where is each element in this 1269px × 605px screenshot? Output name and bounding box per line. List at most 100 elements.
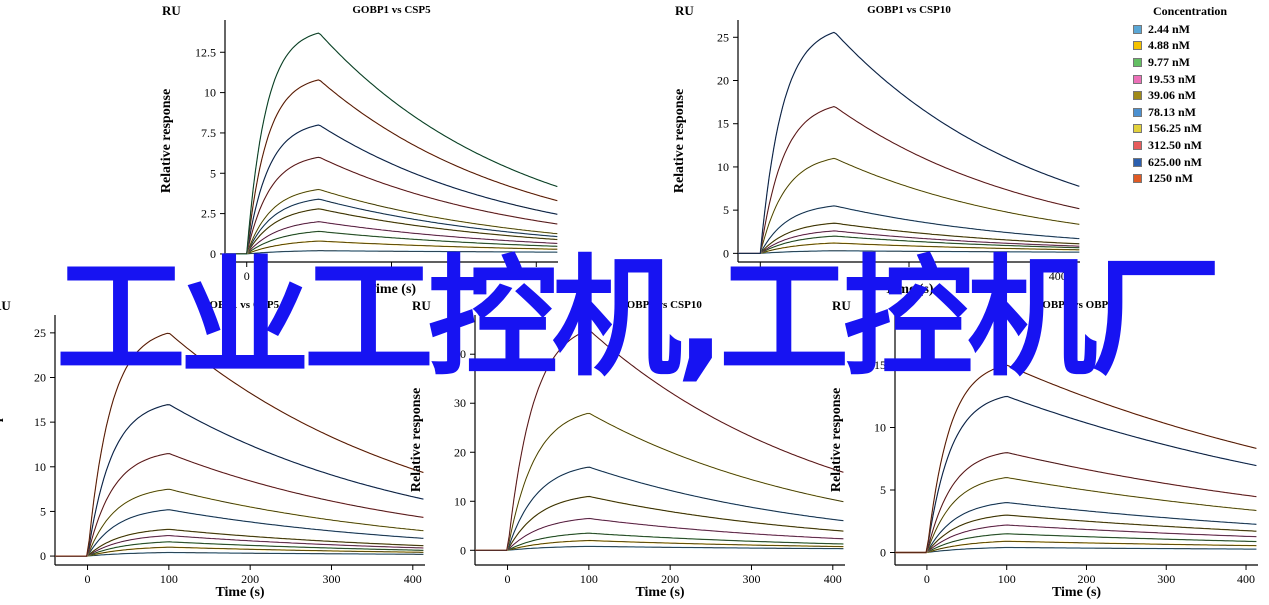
y-tick-label: 5 <box>880 483 886 497</box>
x-tick-label: 400 <box>1237 572 1255 586</box>
fit-line <box>895 514 1257 553</box>
fit-line <box>895 547 1257 553</box>
x-tick-label: 0 <box>757 269 763 283</box>
x-tick-label: 400 <box>527 269 545 283</box>
fit-line <box>55 404 424 557</box>
legend-swatch <box>1133 91 1142 101</box>
legend-item: 4.88 nM <box>1120 38 1260 55</box>
fit-line <box>895 540 1257 553</box>
y-tick-label: 2.5 <box>201 207 216 221</box>
unit-label: RU <box>412 298 431 313</box>
legend-item: 19.53 nM <box>1120 71 1260 88</box>
chart-title: GOBP1 vs CSP5 <box>352 4 431 16</box>
fit-line <box>55 453 424 557</box>
y-tick-label: 25 <box>34 326 46 340</box>
series-curve <box>55 404 424 557</box>
y-tick-label: 30 <box>454 396 466 410</box>
fit-line <box>225 156 558 255</box>
y-tick-label: 15 <box>717 117 729 131</box>
fit-line <box>225 189 558 255</box>
x-tick-label: 200 <box>900 269 918 283</box>
legend-label: 2.44 nM <box>1148 21 1190 36</box>
y-tick-label: 0 <box>210 247 216 261</box>
series-curve <box>225 124 558 255</box>
legend-label: 4.88 nM <box>1148 38 1190 53</box>
fit-line <box>895 524 1257 553</box>
chart-title: GOBP1 vs CSP5 <box>201 299 280 311</box>
y-tick-label: 5 <box>40 504 46 518</box>
legend-item: 1250 nM <box>1120 170 1260 187</box>
series-curve <box>738 105 1080 254</box>
y-axis-label: Relative response <box>829 388 844 492</box>
x-tick-label: 100 <box>160 572 178 586</box>
legend-item: 312.50 nM <box>1120 137 1260 154</box>
legend-swatch <box>1133 140 1142 150</box>
fit-line <box>738 31 1080 254</box>
y-tick-label: 25 <box>717 30 729 44</box>
legend-item: 156.25 nM <box>1120 121 1260 138</box>
x-tick-label: 200 <box>383 269 401 283</box>
legend-swatch <box>1133 124 1142 134</box>
fit-line <box>55 546 424 557</box>
fit-line <box>475 518 844 551</box>
x-axis-label: Time (s) <box>884 282 933 297</box>
x-axis-label: Time (s) <box>1052 585 1101 600</box>
y-tick-label: 20 <box>454 445 466 459</box>
y-tick-label: 10 <box>717 160 729 174</box>
fit-line <box>738 235 1080 254</box>
legend-swatch <box>1133 174 1142 184</box>
chart-title: GOBP2 vs OBP17 <box>1034 299 1120 311</box>
fit-line <box>55 509 424 557</box>
y-tick-label: 15 <box>34 415 46 429</box>
y-tick-label: 5 <box>723 203 729 217</box>
legend-label: 78.13 nM <box>1148 104 1196 119</box>
series-curve <box>738 157 1080 254</box>
fit-line <box>55 541 424 557</box>
legend-title: Concentration <box>1153 4 1227 18</box>
legend-item: 625.00 nM <box>1120 154 1260 171</box>
concentration-legend: Concentration 2.44 nM 4.88 nM 9.77 nM 19.53… <box>1120 4 1260 187</box>
x-tick-label: 200 <box>1077 572 1095 586</box>
legend-item: 78.13 nM <box>1120 104 1260 121</box>
y-tick-label: 20 <box>34 371 46 385</box>
legend-label: 19.53 nM <box>1148 71 1196 86</box>
legend-label: 1250 nM <box>1148 171 1193 186</box>
chart-title: GOBP1 vs CSP10 <box>867 4 951 16</box>
legend-swatch <box>1133 107 1142 117</box>
legend-swatch <box>1133 57 1142 67</box>
fit-line <box>475 413 844 551</box>
x-tick-label: 300 <box>742 572 760 586</box>
fit-line <box>738 250 1080 254</box>
x-tick-label: 100 <box>580 572 598 586</box>
fit-line <box>895 477 1257 553</box>
x-axis-label: Time (s) <box>635 585 684 600</box>
y-tick-label: 0 <box>460 543 466 557</box>
fit-line <box>738 230 1080 254</box>
fit-line <box>475 546 844 551</box>
legend-item: 2.44 nM <box>1120 21 1260 38</box>
fit-line <box>738 157 1080 254</box>
y-axis-label: Relative response <box>672 89 687 193</box>
series-curve <box>475 412 844 551</box>
legend-swatch <box>1133 74 1142 84</box>
fit-line <box>55 552 424 557</box>
y-axis-label: Relative response <box>0 388 4 492</box>
fit-line <box>225 250 558 255</box>
fit-line <box>738 205 1080 254</box>
y-tick-label: 0 <box>40 549 46 563</box>
legend-label: 39.06 nM <box>1148 88 1196 103</box>
fit-line <box>738 222 1080 254</box>
y-tick-label: 7.5 <box>201 126 216 140</box>
x-tick-label: 0 <box>505 572 511 586</box>
legend-label: 156.25 nM <box>1148 121 1202 136</box>
fit-line <box>225 208 558 255</box>
y-tick-label: 10 <box>874 421 886 435</box>
legend-label: 625.00 nM <box>1148 154 1202 169</box>
chart-title: GOBP2 vs CSP10 <box>618 299 702 311</box>
fit-line <box>225 240 558 255</box>
fit-line <box>738 106 1080 254</box>
x-tick-label: 0 <box>924 572 930 586</box>
overlay-watermark-text: 工业工控机,工控机厂 <box>55 242 1221 394</box>
fit-line <box>475 540 844 551</box>
